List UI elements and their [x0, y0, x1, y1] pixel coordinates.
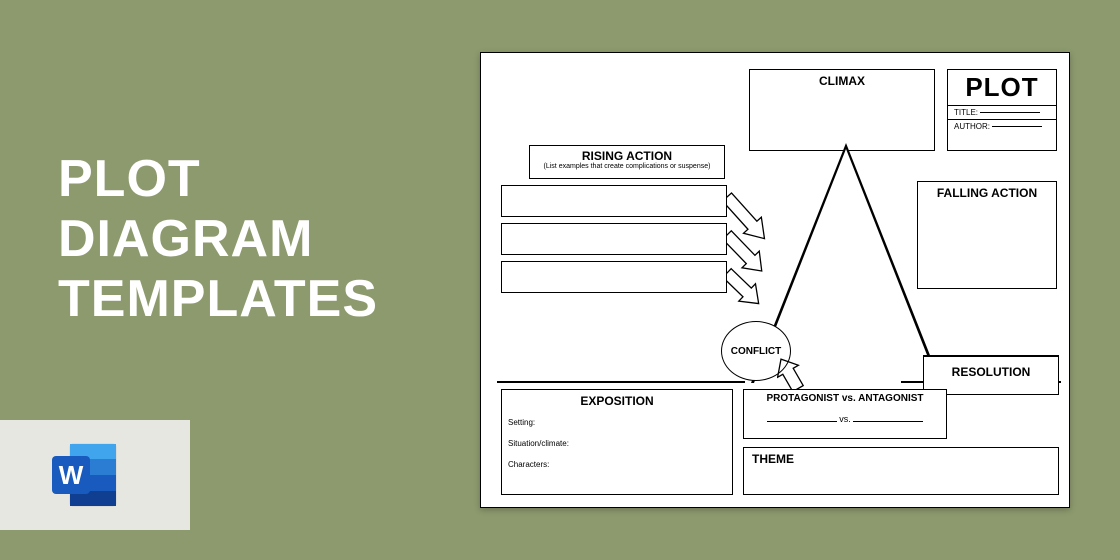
- heading-line-2: DIAGRAM: [58, 210, 378, 270]
- rising-action-row-3: [501, 261, 727, 293]
- theme-box: THEME: [743, 447, 1059, 495]
- falling-action-box: FALLING ACTION: [917, 181, 1057, 289]
- resolution-label: RESOLUTION: [924, 355, 1058, 379]
- exposition-label: EXPOSITION: [502, 390, 732, 408]
- plot-title: PLOT: [948, 70, 1056, 103]
- rising-action-row-1: [501, 185, 727, 217]
- protag-arrow: [777, 353, 807, 393]
- protag-antag-label: PROTAGONIST vs. ANTAGONIST: [744, 390, 946, 404]
- exposition-box: EXPOSITION Setting: Situation/climate: C…: [501, 389, 733, 495]
- baseline-left: [497, 381, 745, 383]
- rising-action-sub: (List examples that create complications…: [530, 163, 724, 170]
- exposition-situation: Situation/climate:: [502, 439, 732, 448]
- heading-line-3: TEMPLATES: [58, 270, 378, 330]
- exposition-characters: Characters:: [502, 460, 732, 469]
- falling-action-label: FALLING ACTION: [918, 182, 1056, 200]
- ms-word-icon: W: [50, 442, 120, 508]
- resolution-top-border: [923, 355, 1059, 357]
- exposition-setting: Setting:: [502, 418, 732, 427]
- climax-label: CLIMAX: [750, 70, 934, 88]
- page-heading: PLOT DIAGRAM TEMPLATES: [58, 150, 378, 329]
- climax-box: CLIMAX: [749, 69, 935, 151]
- worksheet: CLIMAX PLOT TITLE: AUTHOR: RISING ACTION…: [480, 52, 1070, 508]
- theme-label: THEME: [744, 448, 1058, 470]
- rising-action-header: RISING ACTION (List examples that create…: [529, 145, 725, 179]
- rising-action-row-2: [501, 223, 727, 255]
- heading-line-1: PLOT: [58, 150, 378, 210]
- plot-box: PLOT TITLE: AUTHOR:: [947, 69, 1057, 151]
- conflict-label: CONFLICT: [731, 346, 782, 357]
- protag-vs-line: vs.: [744, 414, 946, 424]
- title-field: TITLE:: [948, 106, 1056, 119]
- author-field: AUTHOR:: [948, 120, 1056, 133]
- rising-action-label: RISING ACTION: [530, 146, 724, 163]
- svg-text:W: W: [59, 460, 84, 490]
- protag-antag-box: PROTAGONIST vs. ANTAGONIST vs.: [743, 389, 947, 439]
